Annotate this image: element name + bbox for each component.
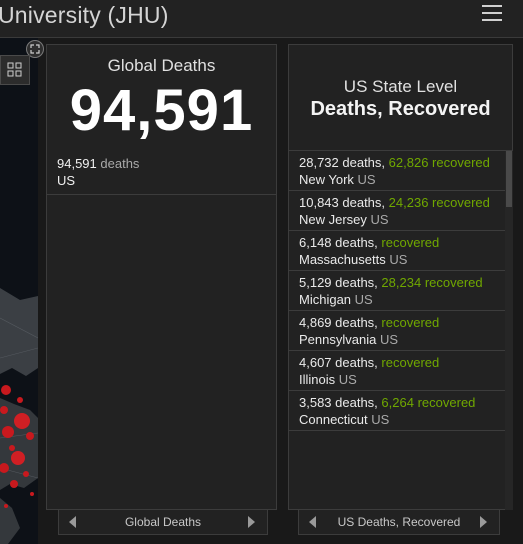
global-deaths-panel: Global Deaths 94,591 94,591 deaths US <box>46 44 277 510</box>
deaths-count: 5,129 deaths, <box>299 275 378 290</box>
chevron-right-icon[interactable] <box>248 516 255 528</box>
recovered-count: 6,264 <box>381 395 414 410</box>
us-deaths-recovered-footer: US Deaths, Recovered <box>298 509 500 535</box>
country-name: US <box>389 252 408 267</box>
list-item[interactable]: 6,148 deaths, recovered Massachusetts US <box>289 231 505 271</box>
footer-label: US Deaths, Recovered <box>337 515 461 529</box>
state-name: New York <box>299 172 354 187</box>
deaths-unit: deaths <box>100 156 140 171</box>
panel-title: US State Level <box>343 77 458 96</box>
deaths-count: 28,732 deaths, <box>299 155 386 170</box>
top-bar: University (JHU) <box>0 0 523 38</box>
list-item[interactable]: 3,583 deaths, 6,264 recovered Connecticut… <box>289 391 505 431</box>
divider <box>47 194 276 195</box>
country-name: US <box>370 212 389 227</box>
grid-icon[interactable] <box>0 55 30 85</box>
footer-label: Global Deaths <box>124 515 202 529</box>
scrollbar-thumb[interactable] <box>506 151 512 207</box>
state-name: New Jersey <box>299 212 367 227</box>
recovered-label: recovered <box>432 155 490 170</box>
recovered-count: 24,236 <box>388 195 429 210</box>
chevron-right-icon[interactable] <box>480 516 487 528</box>
list-item[interactable]: 28,732 deaths, 62,826 recovered New York … <box>289 151 505 191</box>
country-name: US <box>354 292 373 307</box>
hamburger-menu-icon[interactable] <box>482 4 502 22</box>
list-item[interactable]: 10,843 deaths, 24,236 recovered New Jerse… <box>289 191 505 231</box>
scrollbar[interactable] <box>505 151 513 510</box>
deaths-count: 4,869 deaths, <box>299 315 378 330</box>
country-name: US <box>57 173 76 188</box>
expand-icon[interactable] <box>26 40 44 58</box>
state-name: Michigan <box>299 292 352 307</box>
recovered-label: recovered <box>432 195 490 210</box>
list-item[interactable]: 4,869 deaths, recovered Pennsylvania US <box>289 311 505 351</box>
state-name: Connecticut <box>299 412 368 427</box>
country-name: US <box>338 372 357 387</box>
list-item[interactable]: 4,607 deaths, recovered Illinois US <box>289 351 505 391</box>
recovered-count: 28,234 <box>381 275 422 290</box>
recovered-label: recovered <box>417 395 476 410</box>
country-name: US <box>379 332 399 347</box>
divider <box>289 150 512 151</box>
deaths-count: 6,148 deaths, <box>299 235 378 250</box>
deaths-count: 3,583 deaths, <box>299 395 378 410</box>
recovered-label: recovered <box>381 315 440 330</box>
country-name: US <box>371 412 390 427</box>
deaths-count: 10,843 deaths, <box>299 195 386 210</box>
map-view[interactable] <box>0 38 38 544</box>
state-name: Pennsylvania <box>299 332 377 347</box>
recovered-label: recovered <box>381 235 440 250</box>
state-name: Massachusetts <box>299 252 386 267</box>
global-deaths-total: 94,591 <box>69 78 254 143</box>
recovered-label: recovered <box>381 355 440 370</box>
list-item[interactable]: 94,591 deaths US <box>57 155 139 189</box>
state-list[interactable]: 28,732 deaths, 62,826 recovered New York … <box>289 151 505 510</box>
panel-title: Global Deaths <box>107 56 216 75</box>
list-item[interactable]: 5,129 deaths, 28,234 recovered Michigan U… <box>289 271 505 311</box>
panel-subtitle: Deaths, Recovered <box>310 98 491 120</box>
chevron-left-icon[interactable] <box>309 516 316 528</box>
deaths-count: 4,607 deaths, <box>299 355 378 370</box>
chevron-left-icon[interactable] <box>69 516 76 528</box>
deaths-count: 94,591 <box>57 156 97 171</box>
us-state-level-panel: US State Level Deaths, Recovered 28,732 … <box>288 44 513 510</box>
country-name: US <box>357 172 376 187</box>
global-deaths-footer: Global Deaths <box>58 509 268 535</box>
state-name: Illinois <box>299 372 336 387</box>
recovered-count: 62,826 <box>388 155 429 170</box>
recovered-label: recovered <box>424 275 483 290</box>
app-title: University (JHU) <box>0 2 169 28</box>
